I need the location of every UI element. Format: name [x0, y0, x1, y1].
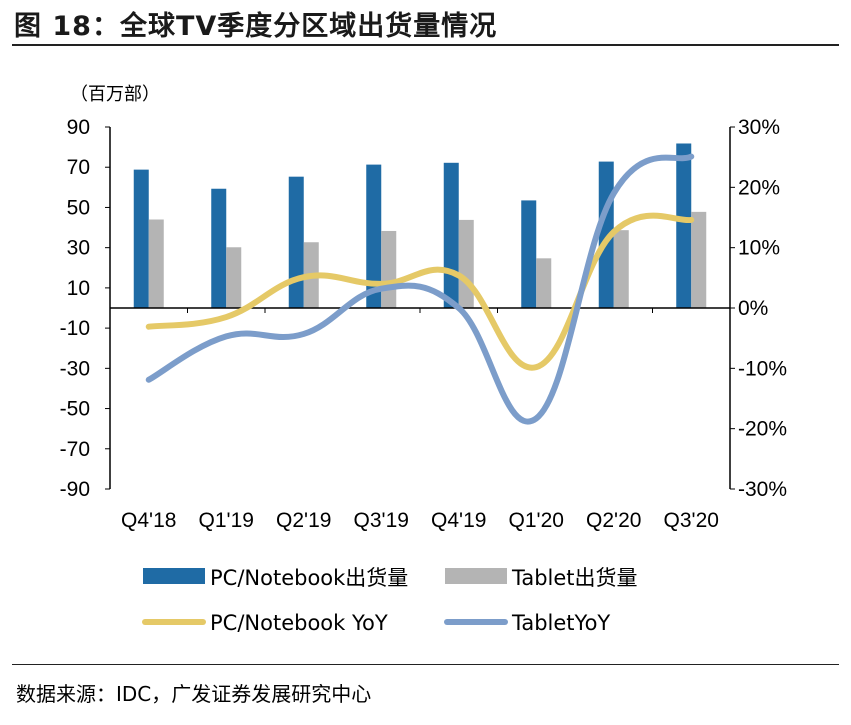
- y-left-tick-label: 30: [67, 237, 90, 260]
- bar-pc: [366, 164, 382, 308]
- bar-pc: [676, 143, 692, 308]
- y-left-tick-label: 50: [67, 196, 90, 219]
- figure-title: 图 18：全球TV季度分区域出货量情况: [14, 11, 498, 42]
- x-tick-label: Q1'19: [199, 509, 254, 532]
- y-left-tick-label: -10: [60, 317, 90, 340]
- bar-pc: [288, 176, 304, 308]
- bar-tablet: [148, 219, 164, 308]
- bar-tablet: [613, 230, 629, 308]
- legend-label: Tablet出货量: [511, 566, 638, 590]
- title-divider: [12, 44, 839, 46]
- y-left-tick-label: 10: [67, 277, 90, 300]
- bar-pc: [133, 169, 149, 308]
- source-divider: [12, 664, 839, 665]
- bar-tablet: [458, 219, 474, 308]
- y-left-tick-label: -70: [60, 438, 90, 461]
- source-note: 数据来源：IDC，广发证券发展研究中心: [16, 682, 372, 706]
- y-right-tick-label: 0%: [738, 297, 768, 320]
- y-left-tick-label: 70: [67, 156, 90, 179]
- x-tick-label: Q4'18: [121, 509, 176, 532]
- y-right-tick-label: 10%: [738, 237, 780, 260]
- y-right-tick-label: -20%: [738, 418, 787, 441]
- x-tick-label: Q3'20: [664, 509, 719, 532]
- bar-tablet: [691, 211, 707, 308]
- x-tick-label: Q2'20: [586, 509, 641, 532]
- y-left-tick-label: -50: [60, 398, 90, 421]
- chart: 90 70 50 30 10 -10 -30 -50 -70 -90 30% 20% 10% 0% -10%…: [60, 116, 787, 635]
- line-tablet-yoy: [145, 153, 695, 425]
- bar-pc: [521, 200, 537, 308]
- y-left-tick-label: -90: [60, 478, 90, 501]
- bar-tablet: [536, 258, 552, 308]
- legend-swatch: [143, 568, 205, 584]
- y-right-tick-label: -30%: [738, 478, 787, 501]
- x-tick-label: Q3'19: [354, 509, 409, 532]
- x-tick-label: Q2'19: [276, 509, 331, 532]
- bar-tablet: [381, 230, 397, 308]
- bar-pc: [443, 162, 459, 308]
- legend-label: PC/Notebook出货量: [210, 566, 408, 590]
- y-right-tick-label: 20%: [738, 176, 780, 199]
- x-tick-label: Q1'20: [509, 509, 564, 532]
- y-left-tick-label: 90: [67, 116, 90, 139]
- line-pc-yoy: [145, 212, 695, 371]
- bar-pc: [211, 188, 227, 308]
- unit-label: （百万部）: [70, 84, 160, 105]
- legend-label: PC/Notebook YoY: [210, 611, 388, 635]
- legend-swatch: [445, 568, 507, 584]
- y-left-tick-label: -30: [60, 357, 90, 380]
- x-tick-label: Q4'19: [431, 509, 486, 532]
- y-right-tick-label: -10%: [738, 357, 787, 380]
- bar-tablet: [226, 247, 242, 308]
- y-right-tick-label: 30%: [738, 116, 780, 139]
- legend-label: TabletYoY: [511, 611, 610, 635]
